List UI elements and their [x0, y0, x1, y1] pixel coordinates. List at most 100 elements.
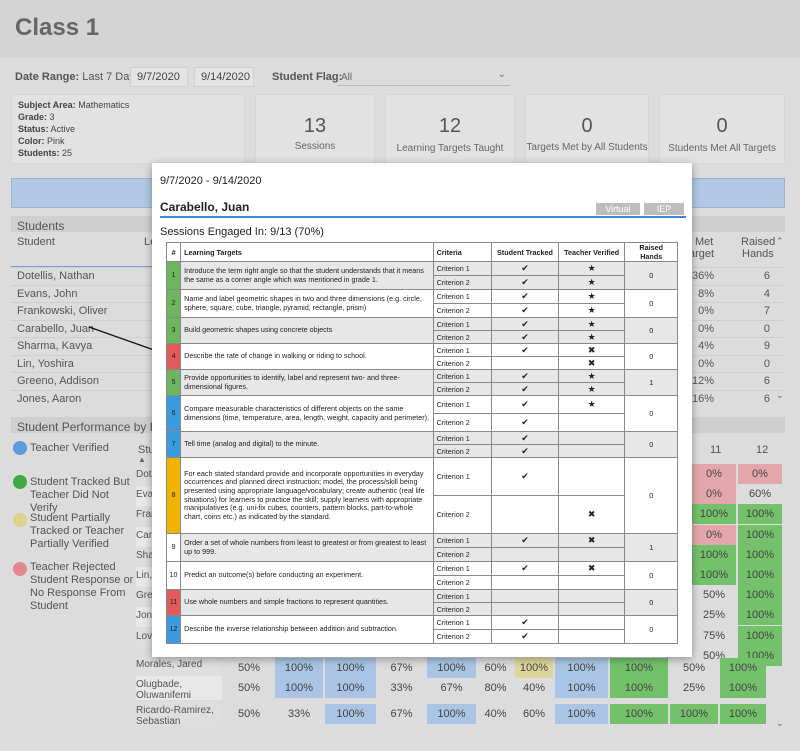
perf-cell[interactable]: 100% [427, 704, 476, 724]
start-date-input[interactable]: 9/7/2020 [130, 67, 188, 87]
perf-cell[interactable]: 40% [484, 708, 507, 720]
student-row-name[interactable]: Frankowski, Oliver [17, 305, 108, 317]
perf-cell[interactable]: 100% [692, 565, 736, 585]
criterion-label: Criterion 2 [432, 602, 493, 616]
perf-cell[interactable]: 100% [692, 504, 736, 525]
student-row-name[interactable]: Greeno, Addison [17, 375, 99, 387]
criterion-label: Criterion 2 [432, 413, 493, 432]
perf-cell[interactable]: 100% [555, 658, 608, 678]
perf-student-name[interactable]: Love [136, 627, 156, 648]
perf-cell[interactable]: 60% [484, 662, 507, 674]
student-row-name[interactable]: Lin, Yoshira [17, 357, 74, 370]
perf-row-name[interactable]: Morales, Jared [136, 656, 222, 676]
student-row-raised: 6 [763, 270, 770, 282]
perf-cell[interactable]: 100% [738, 565, 782, 585]
sort-up-icon[interactable]: ▲ [138, 455, 146, 464]
perf-cell[interactable]: 100% [275, 678, 323, 698]
perf-cell[interactable]: 100% [738, 605, 782, 626]
perf-cell[interactable]: 50% [702, 649, 726, 662]
criterion-label: Criterion 2 [432, 303, 493, 318]
perf-cell[interactable]: 0% [692, 464, 736, 484]
perf-cell[interactable]: 67% [390, 708, 413, 720]
student-row-name[interactable]: Evans, John [17, 287, 78, 300]
student-row-name[interactable]: Jones, Aaron [17, 392, 82, 405]
perf-student-name[interactable]: Gree [136, 587, 156, 608]
col-stu-header[interactable]: Stu [138, 444, 155, 456]
perf-student-name[interactable]: Cara [136, 526, 156, 547]
date-range-preset[interactable]: Last 7 Days [82, 71, 141, 83]
student-row-name[interactable]: Sharma, Kavya [17, 340, 93, 352]
perf-cell[interactable]: 100% [325, 704, 376, 724]
perf-cell[interactable]: 33% [287, 708, 311, 720]
perf-cell[interactable]: 0% [692, 524, 736, 545]
target-row: Criterion 2 ✔ ★ [167, 330, 678, 344]
perf-cell[interactable]: 67% [440, 682, 463, 694]
perf-cell[interactable]: 60% [748, 488, 772, 501]
perf-cell[interactable]: 0% [738, 464, 782, 484]
perf-student-name[interactable]: Lin, [136, 567, 156, 587]
perf-cell[interactable]: 50% [237, 662, 261, 674]
perf-cell[interactable]: 50% [682, 662, 706, 674]
perf-cell[interactable]: 50% [237, 708, 261, 720]
criterion-label: Criterion 1 [432, 431, 493, 445]
perf-cell[interactable]: 100% [325, 678, 376, 698]
criterion-label: Criterion 2 [432, 356, 493, 370]
empty-cell [491, 356, 559, 370]
perf-cell[interactable]: 40% [522, 682, 546, 694]
perf-student-name[interactable]: Eva [136, 486, 156, 507]
perf-cell[interactable]: 100% [720, 678, 766, 698]
perf-student-name[interactable]: Dot [136, 466, 156, 486]
perf-cell[interactable]: 0% [692, 484, 736, 505]
perf-cell[interactable]: 67% [390, 662, 413, 674]
perf-cell[interactable]: 60% [522, 708, 546, 720]
end-date-input[interactable]: 9/14/2020 [194, 67, 254, 87]
perf-cell[interactable]: 100% [555, 704, 608, 724]
perf-row-name[interactable]: Ricardo-Ramirez, Sebastian [136, 702, 222, 727]
perf-cell[interactable]: 25% [682, 682, 706, 694]
perf-cell[interactable]: 100% [610, 658, 668, 678]
perf-student-name[interactable]: Fran [136, 506, 156, 527]
checkmark-icon: ✔ [491, 330, 559, 344]
tag-iep: IEP [644, 203, 684, 215]
student-row-name[interactable]: Dotellis, Nathan [17, 270, 95, 282]
scroll-up-icon[interactable]: ⌃ [776, 236, 784, 246]
perf-cell[interactable]: 100% [738, 504, 782, 525]
student-row-name[interactable]: Carabello, Juan [17, 322, 95, 335]
perf-cell[interactable]: 100% [555, 678, 608, 698]
perf-cell[interactable]: 100% [738, 625, 782, 646]
perf-row-name[interactable]: Olugbade, Oluwanifemi [136, 676, 222, 701]
perf-student-name[interactable]: Jon [136, 607, 156, 628]
perf-student-name[interactable]: Shar [136, 546, 156, 567]
col-met-header[interactable]: Met [695, 236, 714, 248]
perf-cell[interactable]: 25% [702, 609, 726, 622]
student-flag-select[interactable]: All ⌄ [338, 66, 510, 86]
scroll-down-icon[interactable]: ⌄ [776, 390, 784, 400]
perf-cell[interactable]: 100% [692, 544, 736, 565]
perf-cell[interactable]: 100% [515, 658, 553, 678]
perf-cell[interactable]: 100% [738, 585, 782, 606]
perf-cell[interactable]: 50% [237, 682, 261, 694]
class-info-card: Subject Area: Mathematics Grade: 3 Statu… [11, 94, 245, 164]
perf-scroll-down-icon[interactable]: ⌄ [776, 718, 784, 728]
perf-cell[interactable]: 100% [720, 704, 766, 724]
perf-cell[interactable]: 75% [702, 629, 726, 642]
perf-cell[interactable]: 100% [325, 658, 376, 678]
perf-cell[interactable]: 50% [702, 589, 726, 602]
student-row-met: 8% [698, 287, 714, 300]
col-11-header[interactable]: 11 [710, 444, 722, 456]
perf-cell[interactable]: 100% [738, 524, 782, 545]
perf-cell[interactable]: 100% [670, 704, 718, 724]
perf-cell[interactable]: 100% [738, 544, 782, 565]
col-raised-header[interactable]: Raised [741, 236, 776, 248]
criterion-label: Criterion 2 [432, 547, 493, 562]
perf-cell[interactable]: 80% [484, 682, 507, 694]
perf-cell[interactable]: 100% [610, 678, 668, 698]
raised-hands-count: 1 [624, 533, 678, 562]
perf-cell[interactable]: 100% [427, 658, 476, 678]
col-12-header[interactable]: 12 [756, 444, 769, 456]
perf-cell[interactable]: 33% [390, 682, 413, 694]
perf-cell[interactable]: 100% [720, 658, 766, 678]
perf-cell[interactable]: 100% [275, 658, 323, 678]
perf-cell[interactable]: 100% [610, 704, 668, 724]
col-student-header[interactable]: Student [17, 236, 55, 248]
